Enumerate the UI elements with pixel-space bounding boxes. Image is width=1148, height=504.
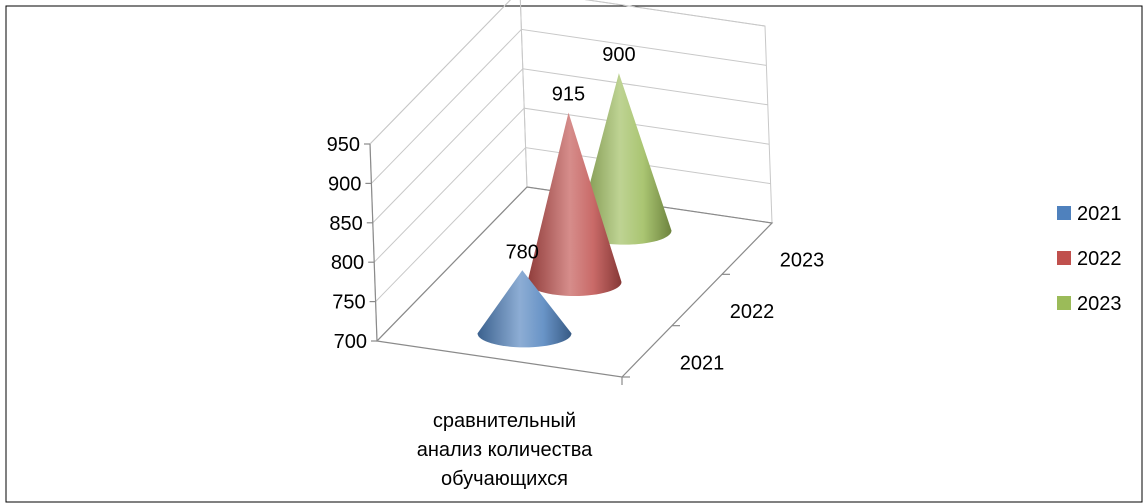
data-label-2021: 780 — [506, 241, 539, 263]
gridline — [375, 147, 771, 302]
gridline — [373, 107, 770, 263]
legend-label-2021: 2021 — [1077, 203, 1122, 225]
y-tick-label: 950 — [327, 134, 360, 156]
y-tick-label: 800 — [331, 252, 364, 274]
category-axis-label: сравнительный анализ количества обучающихс… — [417, 410, 593, 490]
depth-tick-label: 2023 — [780, 250, 825, 272]
gridline — [369, 0, 766, 145]
cone-2023 — [577, 73, 672, 245]
depth-tick-label: 2021 — [680, 352, 725, 374]
category-label-line: сравнительный — [433, 410, 576, 432]
gridline — [372, 68, 768, 224]
category-label-line: анализ количества — [417, 439, 593, 461]
data-labels: 900 915 780 — [506, 44, 636, 263]
y-tick-label: 850 — [329, 213, 362, 235]
y-tick-label: 900 — [328, 173, 361, 195]
floor-outline — [376, 186, 774, 378]
legend: 2021 2022 2023 — [1057, 203, 1122, 315]
series-cones — [477, 73, 672, 348]
depth-axis-ticks: 2021 2022 2023 — [622, 250, 825, 378]
data-label-2023: 900 — [602, 44, 635, 66]
chart-frame — [5, 5, 1143, 503]
cone-2021 — [477, 270, 572, 348]
cone-2022 — [527, 112, 622, 297]
legend-label-2022: 2022 — [1077, 248, 1122, 270]
legend-swatch-2021 — [1057, 206, 1071, 220]
data-label-2022: 915 — [552, 84, 585, 106]
y-axis-line — [369, 143, 378, 342]
legend-swatch-2022 — [1057, 251, 1071, 265]
y-axis-ticks: 700 750 800 850 900 950 — [327, 134, 377, 353]
y-tick-label: 700 — [334, 331, 367, 353]
y-tick-label: 750 — [332, 292, 365, 314]
depth-tick-label: 2022 — [730, 301, 775, 323]
category-label-line: обучающихся — [441, 468, 568, 490]
gridline — [371, 28, 767, 184]
legend-label-2023: 2023 — [1077, 293, 1122, 315]
axes — [369, 143, 774, 385]
legend-swatch-2023 — [1057, 296, 1071, 310]
